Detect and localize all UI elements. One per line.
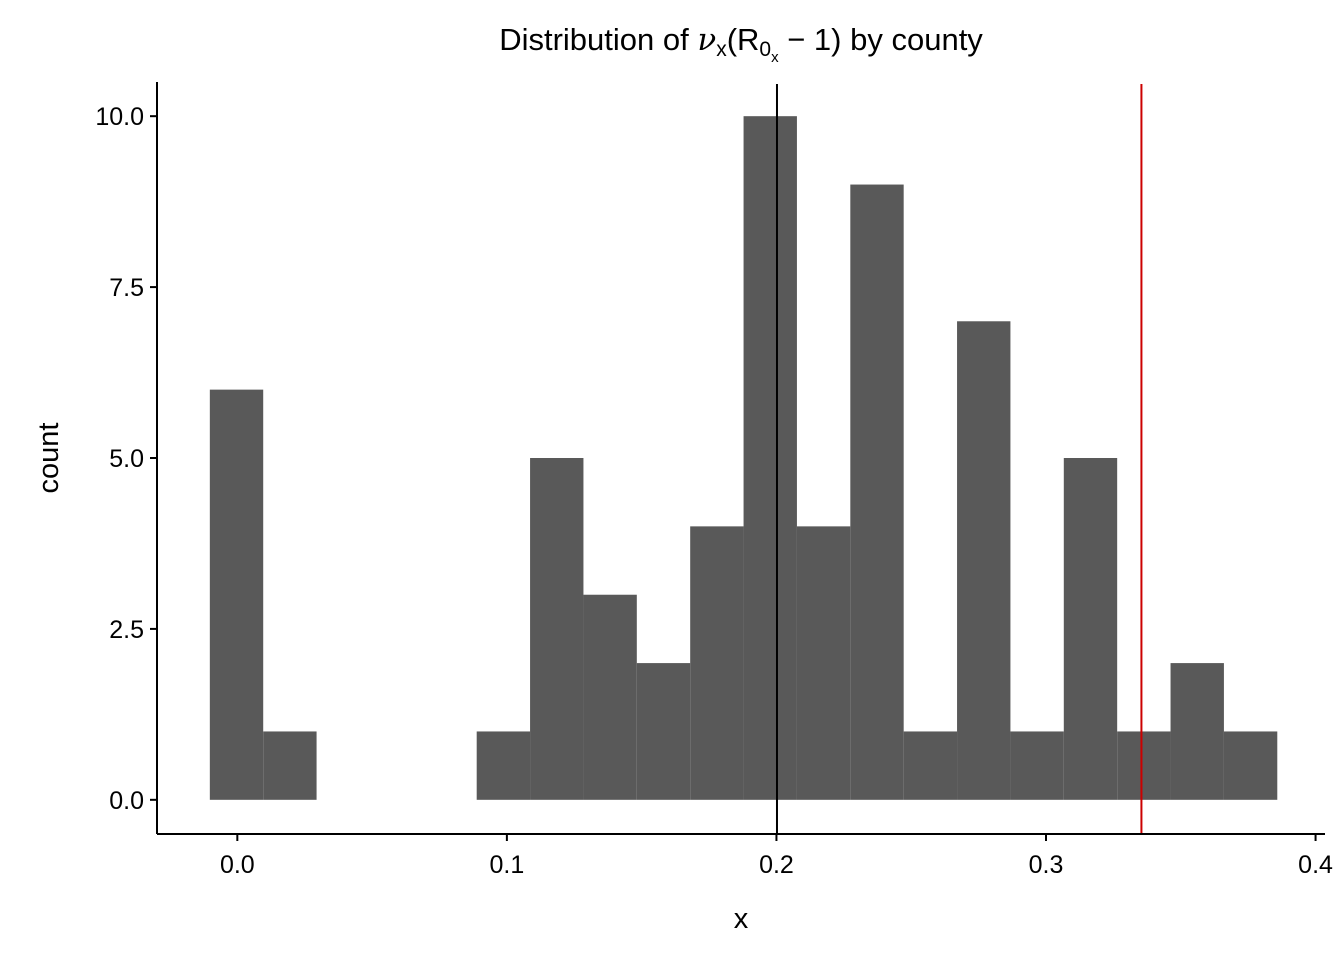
x-tick-label: 0.1 [490, 851, 525, 879]
y-tick-label: 0.0 [109, 787, 144, 815]
y-tick-label: 2.5 [109, 616, 144, 644]
histogram-bar [743, 116, 797, 800]
histogram-bar [690, 526, 744, 800]
histogram-bar [1223, 731, 1278, 800]
histogram-bar [850, 184, 904, 800]
y-axis-ticks: 0.0 2.5 5.0 7.5 10.0 [95, 103, 157, 815]
histogram-bar [903, 731, 958, 800]
histogram-bar [530, 458, 584, 800]
x-tick-label: 0.2 [759, 851, 794, 879]
x-tick-label: 0.4 [1298, 851, 1333, 879]
y-axis-title: count [33, 423, 65, 494]
x-axis-ticks: 0.0 0.1 0.2 0.3 0.4 [220, 834, 1333, 879]
histogram-bar [957, 321, 1011, 800]
histogram-bar [1170, 663, 1224, 800]
y-tick-label: 5.0 [109, 445, 144, 473]
histogram-bar [476, 731, 531, 800]
chart-title: Distribution of νx(R0x − 1) by county [499, 22, 983, 66]
histogram-bar [583, 594, 637, 800]
histogram-bar [1063, 458, 1118, 800]
y-tick-label: 7.5 [109, 274, 144, 302]
x-tick-label: 0.3 [1029, 851, 1064, 879]
histogram-bar [636, 663, 691, 800]
bars-group [209, 116, 1278, 800]
histogram-bar [209, 389, 264, 800]
y-tick-label: 10.0 [95, 103, 144, 131]
x-tick-label: 0.0 [220, 851, 255, 879]
reference-lines-group [775, 84, 1143, 834]
x-axis-title: x [734, 903, 749, 935]
histogram-bar [796, 526, 851, 800]
histogram-bar [1117, 731, 1171, 800]
histogram-bar [263, 731, 317, 800]
histogram-bar [1010, 731, 1064, 800]
